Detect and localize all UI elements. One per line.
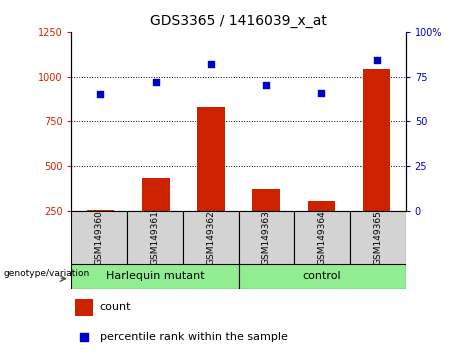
Text: GSM149364: GSM149364 — [318, 210, 327, 264]
Bar — [71, 211, 127, 264]
Point — [152, 79, 160, 85]
Bar — [307, 201, 335, 211]
Bar — [142, 178, 170, 211]
Point — [97, 92, 104, 97]
Point — [81, 335, 88, 340]
Title: GDS3365 / 1416039_x_at: GDS3365 / 1416039_x_at — [150, 14, 327, 28]
Point — [262, 82, 270, 88]
Point — [318, 90, 325, 96]
Bar — [294, 211, 350, 264]
Text: genotype/variation: genotype/variation — [4, 269, 90, 278]
Text: control: control — [303, 271, 342, 281]
Bar — [238, 264, 406, 289]
Bar — [238, 211, 294, 264]
Bar — [71, 264, 239, 289]
Text: percentile rank within the sample: percentile rank within the sample — [100, 332, 288, 342]
Point — [373, 58, 380, 63]
Text: GSM149363: GSM149363 — [262, 210, 271, 265]
Text: Harlequin mutant: Harlequin mutant — [106, 271, 204, 281]
Bar — [75, 299, 93, 315]
Bar — [252, 189, 280, 211]
Text: GSM149361: GSM149361 — [150, 210, 160, 265]
Bar — [183, 211, 238, 264]
Text: GSM149362: GSM149362 — [206, 210, 215, 264]
Bar — [350, 211, 406, 264]
Bar — [87, 210, 114, 211]
Bar — [363, 69, 390, 211]
Text: GSM149365: GSM149365 — [373, 210, 382, 265]
Bar — [197, 107, 225, 211]
Point — [207, 61, 215, 67]
Text: GSM149360: GSM149360 — [95, 210, 104, 265]
Bar — [127, 211, 183, 264]
Text: count: count — [100, 302, 131, 312]
